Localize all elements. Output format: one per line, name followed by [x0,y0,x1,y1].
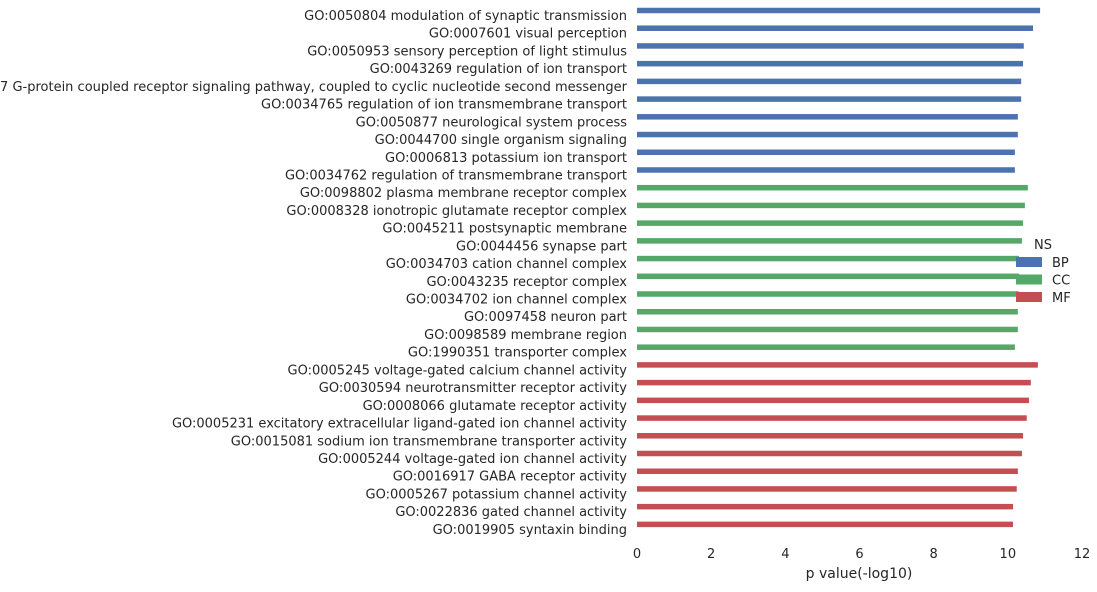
x-tick-label: 4 [781,547,789,562]
x-tick-label: 0 [633,547,641,562]
category-label: GO:0016917 GABA receptor activity [393,470,628,485]
bar-bp [637,114,1018,120]
legend-swatch-bp [1016,257,1042,267]
bar-mf [637,468,1018,474]
bar-cc [637,344,1015,350]
bar-cc [637,308,1018,315]
category-label: GO:0034762 regulation of transmembrane t… [285,168,627,183]
bar-mf [637,450,1022,457]
bar-mf [637,379,1031,386]
bar-bp [637,131,1018,138]
legend: NS BP CC MF [1016,238,1071,306]
category-label: GO:0030594 neurotransmitter receptor act… [319,381,628,396]
bar-cc [637,326,1018,333]
bar-cc [637,238,1022,244]
x-tick-label: 6 [855,547,863,562]
category-label: GO:0008328 ionotropic glutamate receptor… [286,204,627,219]
bars-layer [637,7,1041,528]
bar-mf [637,415,1027,421]
category-label: GO:0098589 membrane region [424,328,627,343]
category-label: GO:0005267 potassium channel activity [366,487,628,502]
x-axis-title: p value(-log10) [806,566,913,582]
bar-cc [637,202,1025,209]
category-label: GO:0097458 neuron part [464,310,627,325]
bar-mf [637,362,1038,368]
x-tick-label: 10 [1000,547,1017,562]
category-label: GO:0045211 postsynaptic membrane [382,222,627,237]
legend-swatch-cc [1016,274,1042,285]
x-tick-label: 8 [930,547,938,562]
category-labels: GO:0050804 modulation of synaptic transm… [0,9,628,538]
bar-bp [637,167,1015,173]
bar-mf [637,503,1014,510]
category-label: GO:0005231 excitatory extracellular liga… [172,417,627,432]
legend-label-mf: MF [1052,291,1071,306]
legend-label-cc: CC [1052,274,1070,289]
bar-cc [637,220,1024,226]
category-label: GO:0005244 voltage-gated ion channel act… [318,452,627,467]
bar-mf [637,397,1029,404]
category-label: GO:0007187 G-protein coupled receptor si… [0,80,628,95]
category-label: GO:0044456 synapse part [456,239,627,254]
bar-mf [637,486,1017,492]
category-label: GO:0050804 modulation of synaptic transm… [304,9,627,24]
x-tick-label: 12 [1074,547,1091,562]
bar-cc [637,184,1028,191]
category-label: GO:0005245 voltage-gated calcium channel… [288,363,628,378]
x-tick-label: 2 [707,547,715,562]
legend-title: NS [1034,238,1052,253]
category-label: GO:0050877 neurological system process [356,115,628,130]
category-label: GO:1990351 transporter complex [408,346,627,361]
category-label: GO:0034765 regulation of ion transmembra… [261,98,627,113]
bar-bp [637,25,1034,31]
bar-bp [637,149,1015,156]
bar-mf [637,433,1024,439]
bar-mf [637,521,1014,528]
category-label: GO:0034703 cation channel complex [386,257,628,272]
category-label: GO:0043269 regulation of ion transport [370,62,627,77]
bar-cc [637,273,1019,280]
category-label: GO:0044700 single organism signaling [375,133,627,148]
bar-cc [637,291,1019,297]
category-label: GO:0019905 syntaxin binding [433,523,627,538]
category-label: GO:0006813 potassium ion transport [385,151,627,166]
category-label: GO:0022836 gated channel activity [395,505,627,520]
bar-bp [637,7,1041,14]
legend-swatch-mf [1016,292,1042,302]
category-label: GO:0050953 sensory perception of light s… [307,44,627,59]
bar-bp [637,96,1022,102]
category-label: GO:0034702 ion channel complex [406,293,627,308]
bar-bp [637,60,1024,67]
category-label: GO:0098802 plasma membrane receptor comp… [300,186,627,201]
category-label: GO:0008066 glutamate receptor activity [363,399,628,414]
category-label: GO:0007601 visual perception [429,27,627,42]
bar-cc [637,255,1019,262]
category-label: GO:0043235 receptor complex [426,275,627,290]
bar-bp [637,43,1024,49]
bar-bp [637,78,1022,85]
legend-label-bp: BP [1052,256,1069,271]
x-axis-ticks: 0 2 4 6 8 10 12 [633,547,1090,562]
category-label: GO:0015081 sodium ion transmembrane tran… [231,434,627,449]
